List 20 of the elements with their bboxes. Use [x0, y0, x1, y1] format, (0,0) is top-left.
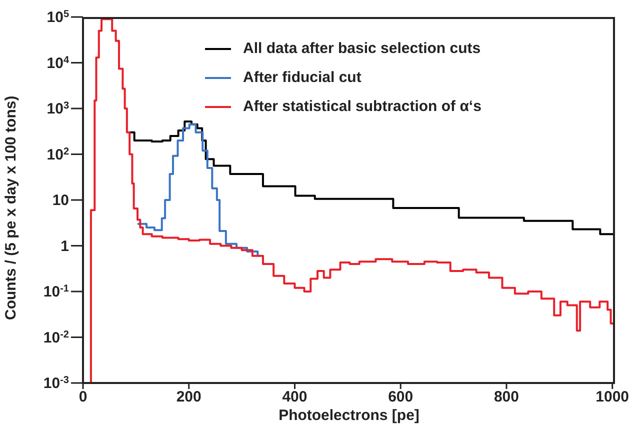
- y-tick-label: 10$^{-2}$: [43, 328, 70, 346]
- y-axis-title: Counts / (5 pe x day x 100 tons): [2, 96, 20, 320]
- x-tick-label: 0: [78, 388, 88, 406]
- y-tick-label: 10$^{5}$: [46, 8, 70, 26]
- legend-label: After statistical subtraction of α‘s: [243, 98, 482, 115]
- y-tick-label: 10: [52, 192, 69, 209]
- x-tick-label: 600: [388, 388, 414, 406]
- legend-label: All data after basic selection cuts: [243, 40, 481, 57]
- x-tick-label: 800: [494, 388, 519, 406]
- y-tick-label: 10$^{3}$: [46, 100, 70, 118]
- y-tick-label: 10$^{-1}$: [43, 283, 70, 300]
- y-tick-label: 10$^{4}$: [46, 54, 70, 72]
- x-axis-title: Photoelectrons [pe]: [278, 407, 420, 424]
- x-tick-label: 400: [282, 388, 308, 406]
- x-tick-label: 200: [176, 388, 202, 406]
- legend-label: After fiducial cut: [243, 69, 362, 86]
- y-tick-label: 10$^{2}$: [46, 146, 70, 164]
- y-tick-label: 1: [60, 238, 69, 255]
- y-tick-label: 10$^{-3}$: [43, 374, 70, 392]
- x-tick-label: 1000: [596, 388, 630, 406]
